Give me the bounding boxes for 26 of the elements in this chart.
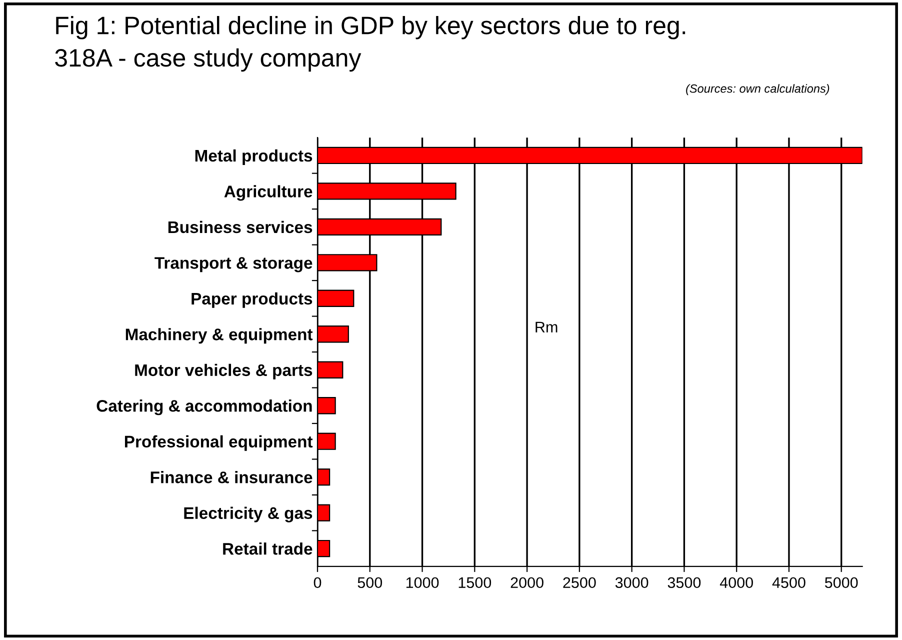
y-tick-label: Catering & accommodation xyxy=(96,400,312,416)
x-tick-label: 3500 xyxy=(668,577,701,588)
y-tick-label: Transport & storage xyxy=(154,257,312,272)
y-tick-label: Finance & insurance xyxy=(150,471,312,484)
y-tick-label: Business services xyxy=(168,220,312,234)
y-tick-label: Professional equipment xyxy=(124,435,313,451)
x-tick-label: 5000 xyxy=(824,577,858,588)
x-tick-label: 2500 xyxy=(563,577,596,588)
y-tick-label: Motor vehicles & parts xyxy=(135,364,312,380)
y-tick-label: Agriculture xyxy=(224,185,312,201)
y-tick-label: Machinery & equipment xyxy=(126,328,313,344)
x-tick-label: 500 xyxy=(358,577,382,588)
y-tick-label: Metal products xyxy=(195,149,312,165)
x-tick-label: 4500 xyxy=(772,577,806,588)
x-tick-label: 0 xyxy=(314,577,322,588)
annotation: Rm xyxy=(536,322,558,332)
y-tick-label: Retail trade xyxy=(223,542,312,555)
chart-title: Fig 1: Potential decline in GDP by key sectors due to reg. 318A - case study company xyxy=(55,16,686,72)
chart-subtitle: (Sources: own calculations) xyxy=(686,84,830,96)
x-tick-label: 3000 xyxy=(615,577,648,588)
y-tick-label: Paper products xyxy=(192,292,312,308)
x-tick-label: 4000 xyxy=(720,577,753,588)
x-tick-label: 1000 xyxy=(406,577,439,588)
y-tick-label: Electricity & gas xyxy=(184,506,312,522)
x-tick-label: 2000 xyxy=(510,577,544,588)
x-tick-label: 1500 xyxy=(458,577,492,588)
